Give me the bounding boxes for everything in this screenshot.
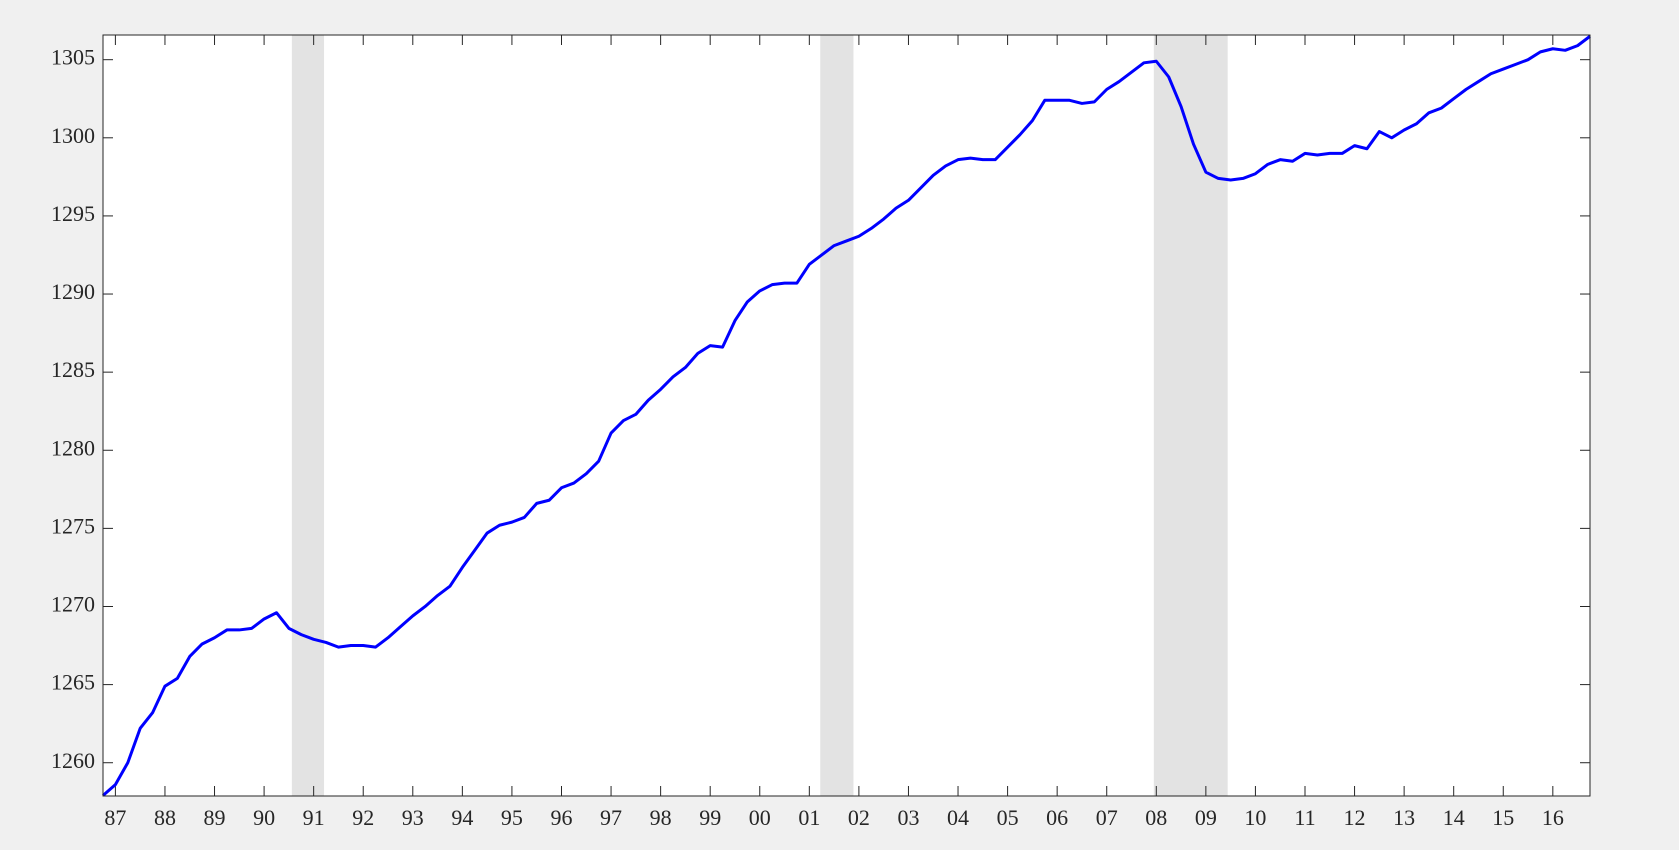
x-tick-label: 02 (848, 805, 870, 830)
x-tick-label: 96 (550, 805, 572, 830)
y-tick-label: 1265 (51, 670, 95, 695)
x-tick-label: 11 (1294, 805, 1315, 830)
x-tick-label: 07 (1096, 805, 1118, 830)
recession-band (291, 35, 325, 796)
y-tick-label: 1290 (51, 279, 95, 304)
y-tick-label: 1285 (51, 357, 95, 382)
y-tick-label: 1260 (51, 748, 95, 773)
x-tick-label: 89 (204, 805, 226, 830)
x-tick-label: 05 (997, 805, 1019, 830)
y-tick-label: 1270 (51, 592, 95, 617)
recession-band (1153, 35, 1228, 796)
x-tick-label: 15 (1492, 805, 1514, 830)
recession-band (820, 35, 854, 796)
x-tick-label: 13 (1393, 805, 1415, 830)
x-tick-label: 93 (402, 805, 424, 830)
y-tick-label: 1295 (51, 201, 95, 226)
x-tick-label: 01 (798, 805, 820, 830)
x-tick-label: 92 (352, 805, 374, 830)
x-tick-label: 98 (650, 805, 672, 830)
y-tick-label: 1305 (51, 45, 95, 70)
x-tick-label: 94 (451, 805, 473, 830)
y-tick-label: 1275 (51, 513, 95, 538)
x-tick-label: 00 (749, 805, 771, 830)
x-tick-label: 06 (1046, 805, 1068, 830)
x-tick-label: 10 (1244, 805, 1266, 830)
x-tick-label: 97 (600, 805, 622, 830)
x-tick-label: 91 (303, 805, 325, 830)
x-tick-label: 03 (897, 805, 919, 830)
x-tick-label: 04 (947, 805, 969, 830)
x-tick-label: 87 (104, 805, 126, 830)
x-tick-label: 88 (154, 805, 176, 830)
y-tick-label: 1280 (51, 435, 95, 460)
x-tick-label: 14 (1443, 805, 1465, 830)
data-line (102, 35, 1591, 797)
axes-box (102, 34, 1591, 797)
x-tick-label: 16 (1542, 805, 1564, 830)
y-tick-label: 1300 (51, 123, 95, 148)
x-tick-label: 08 (1145, 805, 1167, 830)
x-tick-label: 95 (501, 805, 523, 830)
x-tick-label: 09 (1195, 805, 1217, 830)
x-tick-label: 12 (1344, 805, 1366, 830)
x-tick-label: 99 (699, 805, 721, 830)
x-tick-label: 90 (253, 805, 275, 830)
